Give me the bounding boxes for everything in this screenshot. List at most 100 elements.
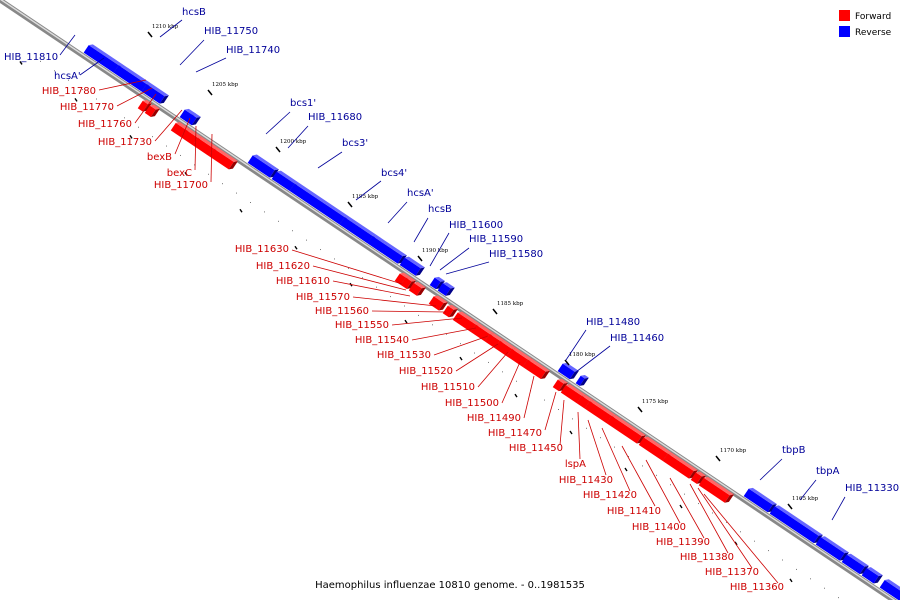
forward-gene-label: HIB_11520 — [399, 366, 453, 377]
reverse-gene-label: bcs4' — [381, 168, 407, 179]
forward-gene-label-leader — [689, 483, 729, 554]
forward-gene-label: HIB_11450 — [509, 443, 563, 454]
scale-label: 1190 kbp — [422, 248, 449, 254]
forward-gene-label-leader — [523, 375, 535, 419]
scale-tick — [147, 31, 153, 38]
minor-tick — [74, 98, 78, 102]
scale-dot — [796, 568, 797, 570]
scale-dot — [96, 98, 97, 100]
scale-dot — [68, 79, 69, 81]
reverse-gene — [557, 362, 579, 380]
reverse-gene-label: HIB_11680 — [308, 112, 362, 123]
reverse-gene — [399, 256, 425, 276]
reverse-gene-label: HIB_11750 — [204, 26, 258, 37]
scale-dot — [488, 361, 489, 363]
scale-dot — [600, 437, 601, 439]
scale-dot — [292, 230, 293, 232]
scale-tick — [207, 89, 213, 96]
forward-gene-label: HIB_11540 — [355, 335, 409, 346]
minor-tick — [734, 541, 738, 546]
forward-gene-label-leader — [210, 133, 213, 183]
forward-gene-label: HIB_11400 — [632, 522, 686, 533]
reverse-gene — [247, 154, 279, 178]
reverse-gene — [861, 567, 883, 584]
forward-gene-label-leader — [174, 117, 191, 155]
scale-label: 1195 kbp — [352, 194, 379, 200]
reverse-gene-label: HIB_11600 — [449, 220, 503, 231]
reverse-gene-label-leader — [265, 111, 291, 135]
scale-tick — [787, 503, 793, 510]
forward-gene-label: HIB_11500 — [445, 398, 499, 409]
forward-gene-label: HIB_11780 — [42, 86, 96, 97]
reverse-gene-label-leader — [195, 57, 227, 73]
minor-tick — [679, 504, 683, 509]
forward-gene — [698, 476, 734, 503]
minor-tick — [789, 578, 793, 583]
forward-gene — [662, 452, 698, 479]
scale-label: 1205 kbp — [212, 82, 239, 88]
scale-dot — [320, 249, 321, 251]
forward-gene-label: HIB_11760 — [78, 119, 132, 130]
minor-tick — [239, 208, 243, 213]
scale-dot — [740, 531, 741, 533]
forward-gene-label-leader — [703, 493, 779, 584]
reverse-gene-label: hcsB — [428, 204, 452, 215]
reverse-gene-label-leader — [355, 180, 382, 201]
reverse-gene-label-leader — [317, 151, 343, 169]
scale-dot — [558, 408, 559, 410]
minor-tick — [19, 61, 23, 65]
scale-label: 1175 kbp — [642, 399, 669, 405]
scale-dot — [236, 192, 237, 194]
forward-gene-label: HIB_11570 — [296, 292, 350, 303]
reverse-gene-label: HIB_11330 — [845, 483, 899, 494]
scale-dot — [390, 296, 391, 298]
minor-tick — [184, 171, 188, 176]
forward-gene-label-leader — [371, 310, 447, 313]
scale-dot — [194, 164, 195, 166]
forward-gene-label: lspA — [565, 459, 586, 470]
scale-dot — [516, 380, 517, 382]
scale-dot — [642, 465, 643, 467]
scale-tick — [715, 455, 721, 462]
scale-dot — [754, 540, 755, 542]
reverse-gene-label: HIB_11580 — [489, 249, 543, 260]
scale-dot — [124, 117, 125, 119]
forward-gene-label: HIB_11700 — [154, 180, 208, 191]
scale-dot — [782, 559, 783, 561]
forward-gene-label: HIB_11620 — [256, 261, 310, 272]
reverse-gene — [769, 505, 823, 544]
forward-gene-label-leader — [501, 361, 521, 404]
forward-gene — [522, 358, 550, 380]
forward-gene-label-leader — [544, 391, 557, 431]
reverse-gene-label: bcs3' — [342, 138, 368, 149]
scale-dot — [684, 493, 685, 495]
reverse-gene-label-leader — [575, 345, 611, 373]
reverse-gene — [367, 235, 407, 264]
forward-gene-label-leader — [577, 411, 581, 460]
forward-gene-label-leader — [477, 351, 509, 388]
scale-tick — [347, 201, 353, 208]
forward-gene-label: HIB_11530 — [377, 350, 431, 361]
reverse-gene-label: HIB_11810 — [4, 52, 58, 63]
forward-gene-label-leader — [433, 335, 489, 356]
reverse-gene — [141, 83, 169, 104]
forward-gene-label-leader — [116, 87, 153, 107]
forward-gene-label-leader — [332, 280, 411, 297]
scale-dot — [712, 512, 713, 514]
scale-dot — [586, 427, 587, 429]
minor-tick — [569, 430, 573, 435]
forward-gene-label-leader — [697, 487, 753, 569]
reverse-gene-label: HIB_11480 — [586, 317, 640, 328]
reverse-gene-label: tbpB — [782, 445, 806, 456]
reverse-gene-label: HIB_11460 — [610, 333, 664, 344]
forward-gene-label: HIB_11630 — [235, 244, 289, 255]
reverse-gene-label-leader — [79, 57, 105, 76]
scale-dot — [152, 136, 153, 138]
scale-dot — [110, 107, 111, 109]
forward-gene-label: HIB_11390 — [656, 537, 710, 548]
forward-gene-label: HIB_11420 — [583, 490, 637, 501]
scale-dot — [362, 277, 363, 279]
scale-dot — [446, 333, 447, 335]
